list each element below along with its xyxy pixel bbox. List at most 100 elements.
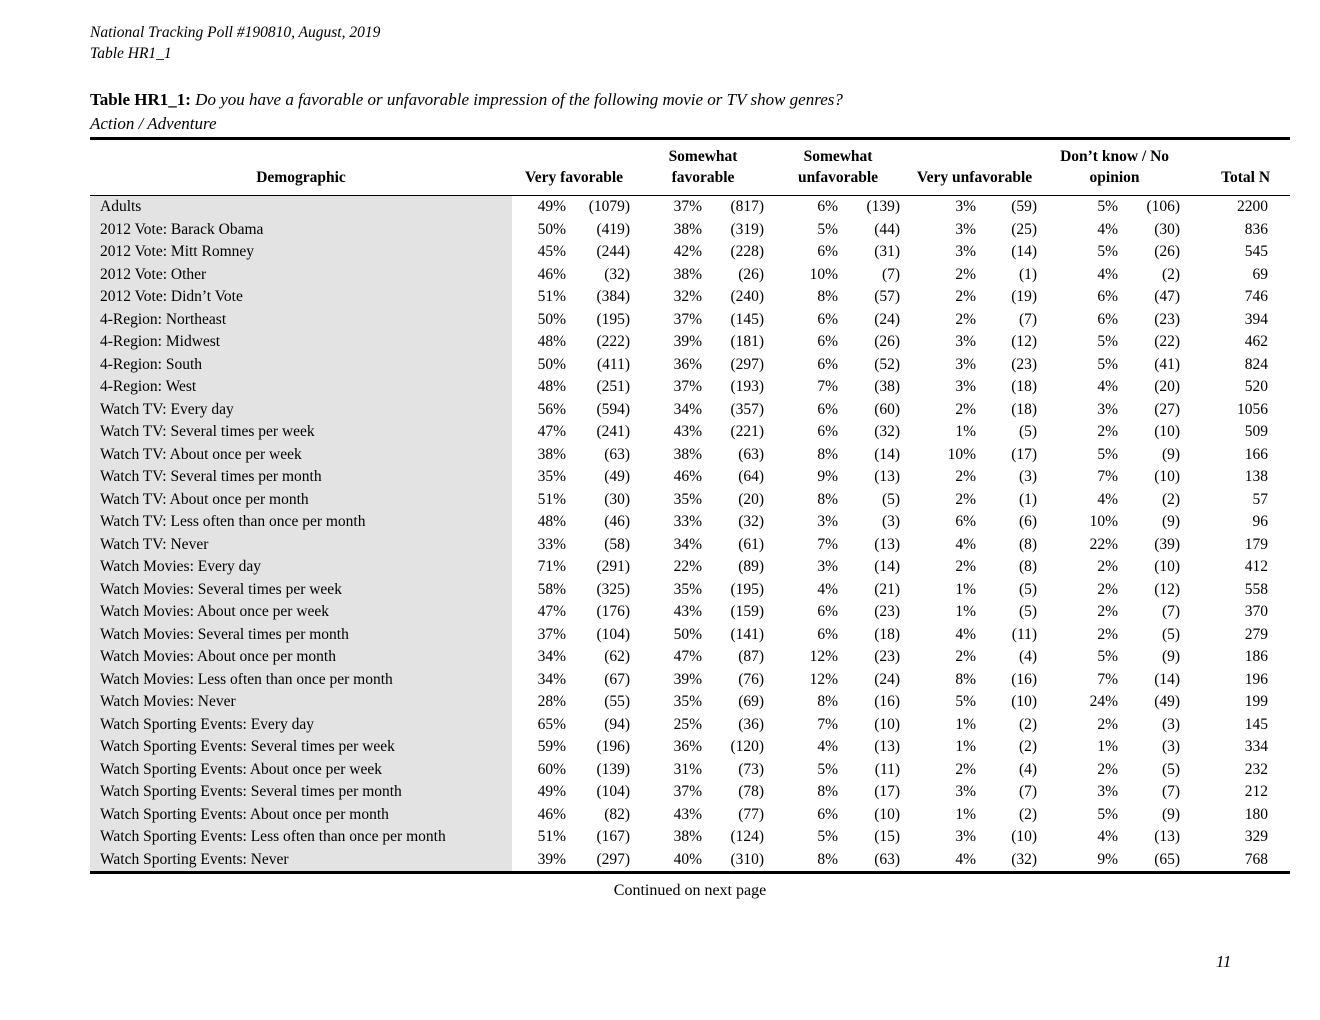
cell-count: (13) <box>874 468 901 485</box>
cell-percent: 4% <box>1097 220 1119 238</box>
table-row: Watch Movies: Several times per week 58% (… <box>90 578 1290 601</box>
cell-count: (145) <box>730 310 765 328</box>
cell-count: (7) <box>1018 783 1038 800</box>
cell-count: (5) <box>881 490 901 508</box>
cell-percent: 2% <box>1097 558 1119 575</box>
cell-percent: 36% <box>673 355 703 373</box>
cell-percent: 5% <box>817 220 839 238</box>
cell-count: (21) <box>874 580 901 598</box>
poll-id-line: National Tracking Poll #190810, August, … <box>90 24 381 41</box>
cell-count: (18) <box>1011 378 1038 395</box>
cell-count: (44) <box>874 220 901 238</box>
cell-count: (2) <box>1161 490 1181 508</box>
cell-percent: 34% <box>673 400 703 418</box>
cell-percent: 8% <box>955 670 977 688</box>
cell-percent: 51% <box>537 828 566 845</box>
row-label: Watch Movies: Several times per week <box>90 578 512 601</box>
cell-total-n: 186 <box>1244 648 1269 665</box>
cell-percent: 31% <box>673 760 703 778</box>
cell-count: (23) <box>1011 355 1038 373</box>
cell-total-n: 145 <box>1244 715 1269 733</box>
cell-percent: 4% <box>1097 828 1119 845</box>
cell-count: (8) <box>1018 558 1038 575</box>
table-title: Table HR1_1: Do you have a favorable or … <box>90 88 1290 136</box>
cell-count: (55) <box>604 693 631 710</box>
cell-count: (120) <box>730 738 765 755</box>
cell-percent: 5% <box>955 693 977 710</box>
cell-percent: 22% <box>673 558 703 575</box>
cell-percent: 38% <box>673 445 703 463</box>
cell-percent: 6% <box>955 513 977 530</box>
row-label: Watch TV: About once per week <box>90 443 512 466</box>
cell-total-n: 520 <box>1244 378 1269 395</box>
cell-percent: 6% <box>817 243 839 260</box>
cell-count: (69) <box>738 693 765 710</box>
cell-count: (10) <box>874 715 901 733</box>
cell-count: (291) <box>596 558 631 575</box>
table-row: Watch TV: Several times per month 35% (49)… <box>90 466 1290 489</box>
cell-count: (12) <box>1154 580 1181 598</box>
cell-percent: 2% <box>955 760 977 778</box>
cell-count: (32) <box>874 423 901 440</box>
row-label: 4-Region: West <box>90 376 512 399</box>
cell-percent: 48% <box>537 513 566 530</box>
cell-percent: 3% <box>955 355 977 373</box>
table-header: Demographic Very favorable Somewhat favo… <box>90 138 1291 196</box>
cell-total-n: 232 <box>1244 760 1269 778</box>
cell-count: (310) <box>730 850 765 868</box>
cell-count: (167) <box>596 828 631 845</box>
cell-percent: 39% <box>537 850 566 868</box>
cell-total-n: 57 <box>1252 490 1269 508</box>
cell-percent: 37% <box>673 198 703 215</box>
cell-percent: 10% <box>947 445 977 463</box>
row-label: Watch Movies: Several times per month <box>90 623 512 646</box>
cell-percent: 2% <box>955 648 977 665</box>
cell-count: (63) <box>738 445 765 463</box>
cell-count: (159) <box>730 603 765 620</box>
table-row: Watch Movies: Every day 71% (291) 22% (89) 3%… <box>90 556 1290 579</box>
cell-percent: 2% <box>955 288 977 305</box>
cell-percent: 12% <box>809 648 839 665</box>
cell-percent: 65% <box>537 715 566 733</box>
cell-count: (1) <box>1018 265 1038 283</box>
cell-percent: 8% <box>817 693 839 710</box>
cell-total-n: 180 <box>1244 805 1269 823</box>
cell-count: (106) <box>1146 198 1181 215</box>
cell-percent: 49% <box>537 198 566 215</box>
cell-count: (195) <box>596 310 631 328</box>
cell-count: (26) <box>1154 243 1181 260</box>
cell-count: (18) <box>1011 400 1038 418</box>
table-row: Watch Movies: Never 28% (55) 35% (69) 8% (16) 5… <box>90 691 1290 714</box>
cell-count: (20) <box>1154 378 1181 395</box>
cell-percent: 4% <box>817 738 839 755</box>
col-header-somewhat-favorable: Somewhat favorable <box>636 138 771 196</box>
cell-percent: 35% <box>673 490 703 508</box>
cell-percent: 4% <box>1097 490 1119 508</box>
cell-percent: 40% <box>673 850 703 868</box>
table-row: Watch TV: Less often than once per month… <box>90 511 1290 534</box>
cell-percent: 3% <box>817 513 839 530</box>
cell-percent: 50% <box>537 355 566 373</box>
table-row: Watch TV: Every day 56% (594) 34% (357) 6% (60… <box>90 398 1290 421</box>
cell-count: (11) <box>1011 625 1038 643</box>
cell-percent: 6% <box>1097 288 1119 305</box>
cell-count: (11) <box>874 760 901 778</box>
row-label: 2012 Vote: Barack Obama <box>90 218 512 241</box>
cell-count: (9) <box>1161 648 1181 665</box>
cell-count: (73) <box>738 760 765 778</box>
cell-percent: 24% <box>1089 693 1119 710</box>
row-label: 4-Region: Midwest <box>90 331 512 354</box>
row-label: Watch Sporting Events: Every day <box>90 713 512 736</box>
cell-count: (63) <box>604 445 631 463</box>
cell-percent: 6% <box>817 310 839 328</box>
cell-percent: 5% <box>1097 243 1119 260</box>
cell-count: (41) <box>1154 355 1181 373</box>
cell-count: (32) <box>604 265 631 283</box>
cell-percent: 28% <box>537 693 566 710</box>
document-header: National Tracking Poll #190810, August, … <box>90 22 380 64</box>
cell-count: (251) <box>596 378 631 395</box>
cell-percent: 3% <box>1097 400 1119 418</box>
cell-count: (2) <box>1018 715 1038 733</box>
table-row: Adults 49% (1079) 37% (817) 6% (139) 3% (59) 5% (1… <box>90 195 1290 219</box>
cell-count: (228) <box>730 243 765 260</box>
